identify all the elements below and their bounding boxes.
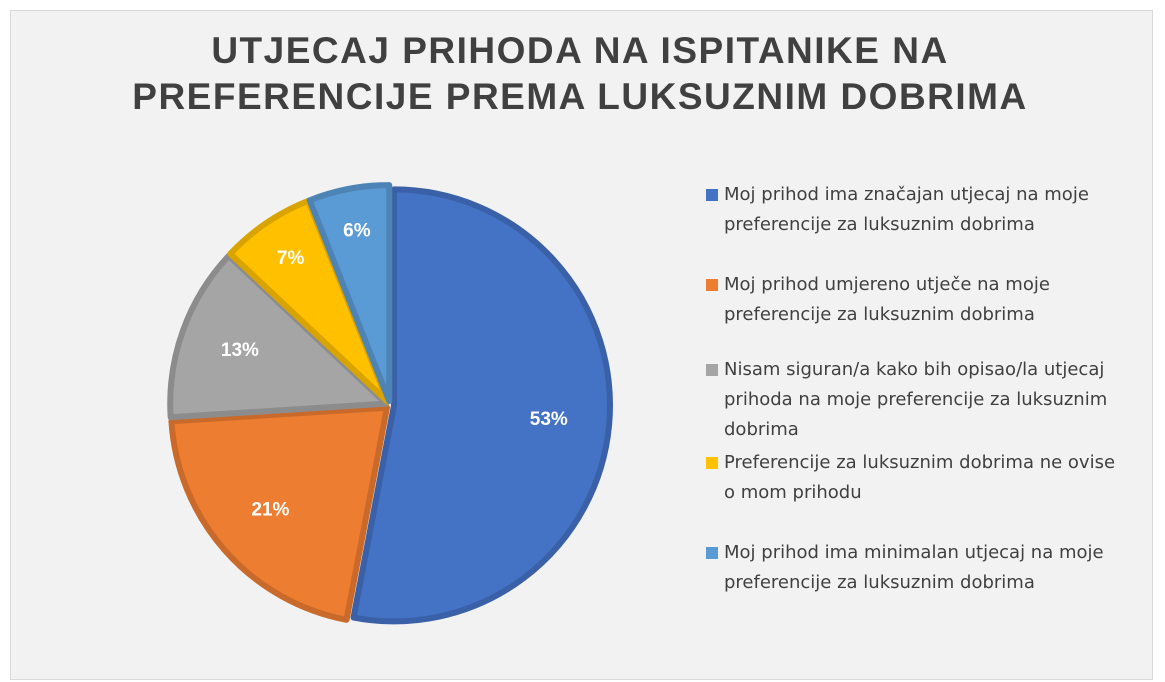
chart-title: UTJECAJ PRIHODA NA ISPITANIKE NA PREFERE… <box>132 30 1028 117</box>
data-label: 53% <box>530 409 568 430</box>
legend-swatch <box>706 279 718 291</box>
pie-slice <box>306 182 393 405</box>
data-label: 13% <box>221 340 259 361</box>
pie-slice <box>168 404 390 623</box>
pie-slice <box>350 186 613 625</box>
data-label: 7% <box>277 248 305 269</box>
legend-entry: Moj prihod ima minimalan utjecaj na moje… <box>706 538 1126 598</box>
legend-entry: Preferencije za luksuznim dobrima ne ovi… <box>706 448 1126 508</box>
legend-label: Moj prihod umjereno utječe na moje prefe… <box>724 274 1050 325</box>
legend-entry: Moj prihod ima značajan utjecaj na moje … <box>706 180 1126 240</box>
pie-slice <box>167 252 390 421</box>
legend-entry: Nisam siguran/a kako bih opisao/la utjec… <box>706 355 1126 445</box>
data-label: 6% <box>343 220 371 241</box>
legend-swatch <box>706 547 718 559</box>
legend-swatch <box>706 457 718 469</box>
legend-label: Moj prihod ima značajan utjecaj na moje … <box>724 184 1089 235</box>
legend-swatch <box>706 189 718 201</box>
data-label: 21% <box>251 500 289 521</box>
legend-label: Moj prihod ima minimalan utjecaj na moje… <box>724 542 1104 593</box>
legend-swatch <box>706 364 718 376</box>
legend-entry: Moj prihod umjereno utječe na moje prefe… <box>706 270 1126 330</box>
legend-label: Preferencije za luksuznim dobrima ne ovi… <box>724 452 1116 503</box>
legend-label: Nisam siguran/a kako bih opisao/la utjec… <box>724 359 1108 440</box>
